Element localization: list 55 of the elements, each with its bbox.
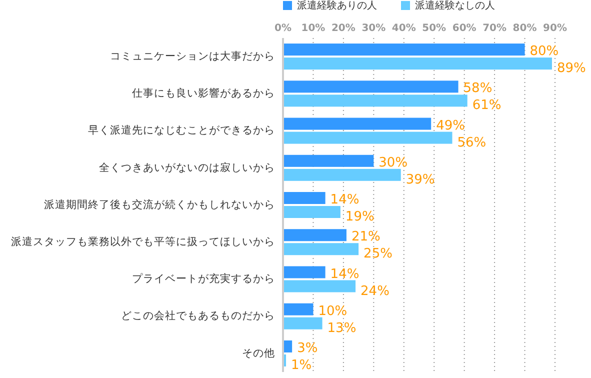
x-tick-label: 40%	[392, 23, 416, 34]
bar	[283, 44, 525, 56]
y-tick-label: コミュニケーションは大事だから	[110, 49, 275, 62]
y-tick-label: 派遣スタッフも業務以外でも平等に扱ってほしいから	[11, 234, 275, 248]
data-label: 30%	[378, 155, 408, 170]
x-tick-label: 0%	[274, 23, 292, 34]
data-label: 39%	[406, 172, 435, 188]
data-label: 10%	[318, 304, 348, 319]
bar	[283, 118, 432, 130]
bar	[283, 58, 552, 70]
y-tick-label: 派遣期間終了後も交流が続くかもしれないから	[44, 198, 275, 211]
bar	[283, 229, 346, 242]
x-tick-label: 60%	[452, 23, 476, 34]
y-tick-label: 全くつきあいがないのは寂しいから	[99, 160, 275, 174]
data-label: 25%	[364, 246, 392, 262]
legend-label: 派遣経験ありの人	[297, 0, 377, 12]
data-label: 21%	[351, 230, 380, 245]
x-tick-label: 30%	[362, 23, 386, 34]
data-label: 14%	[330, 192, 360, 208]
bar	[283, 132, 452, 144]
y-tick-label: 早く派遣先になじむことができるから	[88, 124, 275, 137]
data-label: 24%	[360, 284, 390, 299]
data-label: 56%	[457, 135, 486, 150]
bar	[283, 317, 322, 330]
bar	[283, 243, 359, 256]
bar	[283, 94, 468, 107]
x-tick-label: 50%	[422, 23, 446, 34]
data-label: 58%	[463, 81, 492, 96]
data-label: 49%	[436, 118, 465, 134]
legend-label: 派遣経験なしの人	[415, 0, 495, 12]
bar	[283, 80, 458, 93]
y-tick-label: どこの会社でもあるものだから	[121, 309, 275, 322]
y-tick-label: その他	[242, 347, 275, 360]
y-tick-label: プライベートが充実するから	[132, 272, 275, 286]
data-label: 1%	[291, 358, 312, 374]
x-tick-label: 20%	[331, 23, 356, 34]
data-label: 89%	[556, 61, 586, 76]
x-tick-label: 80%	[512, 23, 537, 34]
data-label: 13%	[327, 320, 356, 336]
data-label: 80%	[530, 44, 559, 60]
data-label: 19%	[345, 210, 374, 225]
bar	[283, 154, 374, 167]
bar	[283, 266, 326, 278]
bar	[283, 206, 340, 218]
x-tick-label: 90%	[543, 23, 567, 34]
y-tick-label: 仕事にも良い影響があるから	[132, 86, 275, 100]
data-label: 61%	[472, 98, 502, 114]
data-label: 3%	[297, 340, 318, 356]
x-tick-label: 70%	[482, 23, 507, 34]
bar	[283, 168, 401, 181]
x-tick-label: 10%	[301, 23, 326, 34]
bar	[283, 303, 314, 316]
bar	[283, 192, 326, 204]
bar	[283, 280, 356, 292]
data-label: 14%	[330, 266, 360, 282]
